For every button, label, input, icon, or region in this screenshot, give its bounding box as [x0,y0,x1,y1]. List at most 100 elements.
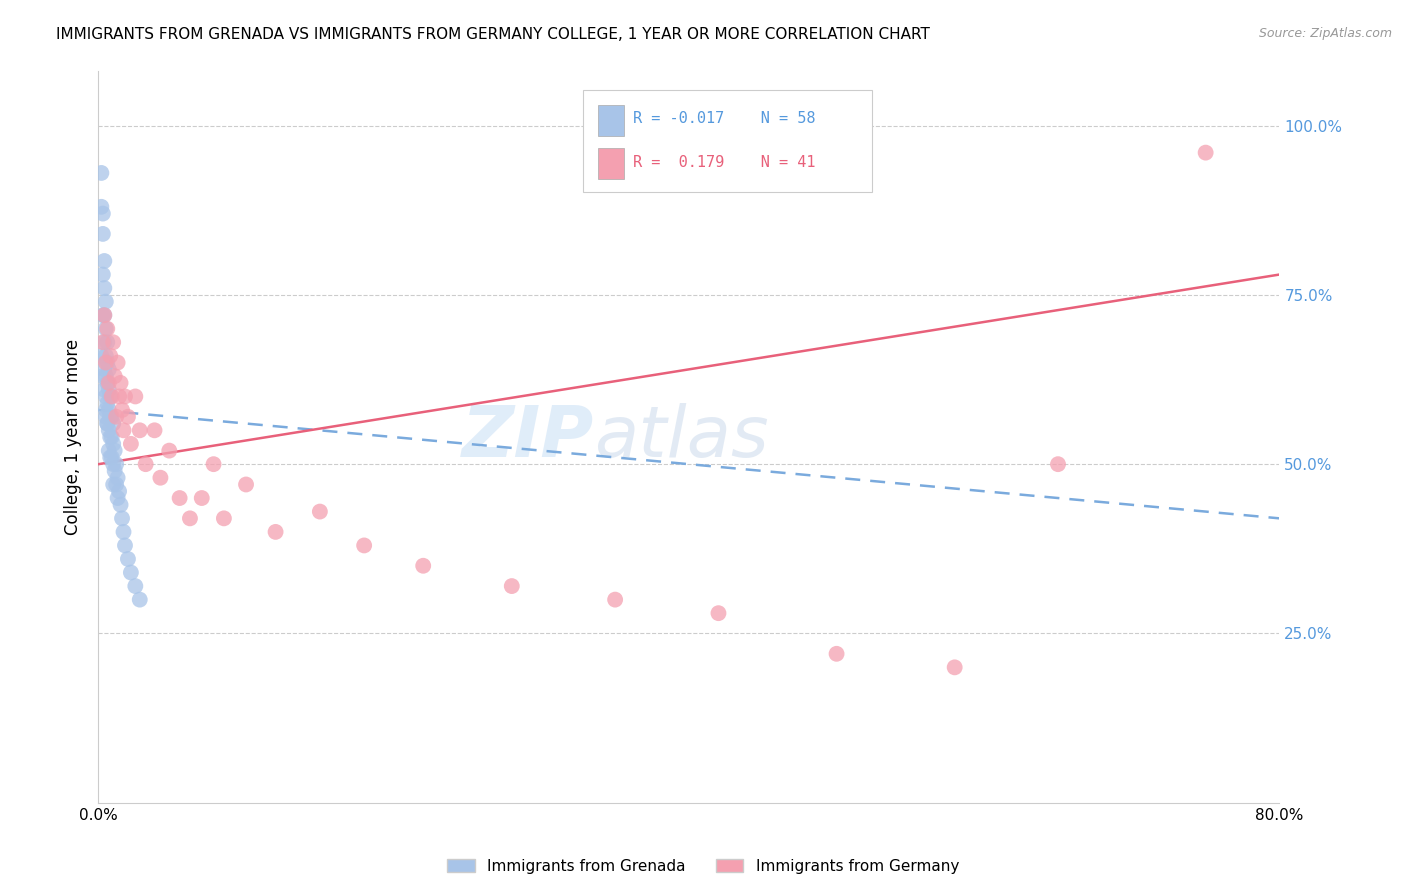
Text: R = -0.017    N = 58: R = -0.017 N = 58 [634,112,815,127]
Point [124,579,146,593]
Point [143,423,166,437]
Legend: Immigrants from Grenada, Immigrants from Germany: Immigrants from Grenada, Immigrants from… [441,853,965,880]
Point [90,349,112,363]
Point [104,464,127,478]
Point [103,335,125,350]
Point [93,254,115,268]
Point [91,206,114,220]
Point [114,389,136,403]
Y-axis label: College, 1 year or more: College, 1 year or more [65,339,83,535]
FancyBboxPatch shape [582,90,872,192]
Point [825,647,848,661]
Point [117,409,139,424]
Point [98,409,121,424]
Point [105,477,128,491]
Point [179,511,201,525]
Point [264,524,287,539]
Point [1046,457,1069,471]
Text: IMMIGRANTS FROM GRENADA VS IMMIGRANTS FROM GERMANY COLLEGE, 1 YEAR OR MORE CORRE: IMMIGRANTS FROM GRENADA VS IMMIGRANTS FR… [56,27,931,42]
Text: R =  0.179    N = 41: R = 0.179 N = 41 [634,155,815,170]
Point [128,423,150,437]
Point [90,166,112,180]
Point [111,403,134,417]
Point [120,566,142,580]
Point [97,376,120,390]
Point [97,423,120,437]
Point [94,369,117,384]
Point [90,200,112,214]
Point [157,443,180,458]
Point [96,396,118,410]
Point [104,443,127,458]
Point [605,592,627,607]
Point [110,376,132,390]
Point [104,369,127,384]
Point [128,592,150,607]
Point [94,409,117,424]
Point [135,457,157,471]
FancyBboxPatch shape [598,105,624,136]
Point [94,294,117,309]
Point [91,227,114,241]
Point [107,355,129,369]
Point [108,389,131,403]
Point [94,322,117,336]
Point [96,417,118,431]
Text: Source: ZipAtlas.com: Source: ZipAtlas.com [1258,27,1392,40]
Point [98,349,121,363]
Point [111,511,134,525]
Point [149,471,172,485]
Point [98,389,121,403]
Point [91,308,114,322]
Point [103,477,125,491]
Point [97,383,120,397]
Point [103,457,125,471]
Point [94,389,117,403]
Point [94,403,117,417]
Point [112,423,135,437]
Point [105,457,128,471]
Point [110,498,132,512]
Point [93,281,115,295]
Point [212,511,235,525]
Point [100,409,122,424]
Point [107,471,129,485]
Point [412,558,434,573]
Point [501,579,523,593]
Point [309,505,332,519]
Point [100,430,122,444]
Point [169,491,191,505]
Point [103,437,125,451]
Text: atlas: atlas [595,402,769,472]
Point [97,403,120,417]
Point [98,430,121,444]
Point [93,308,115,322]
FancyBboxPatch shape [598,148,624,179]
Text: ZIP: ZIP [463,402,595,472]
Point [96,322,118,336]
Point [707,606,730,620]
Point [120,437,142,451]
Point [100,389,122,403]
Point [91,335,114,350]
Point [117,552,139,566]
Point [91,268,114,282]
Point [202,457,225,471]
Point [107,491,129,505]
Point [114,538,136,552]
Point [98,450,121,465]
Point [97,443,120,458]
Point [96,376,118,390]
Point [108,484,131,499]
Point [124,389,146,403]
Point [94,349,117,363]
Point [93,308,115,322]
Point [353,538,375,552]
Point [93,383,115,397]
Point [96,335,118,350]
Point [1195,145,1218,160]
Point [235,477,257,491]
Point [96,355,118,369]
Point [103,417,125,431]
Point [105,409,128,424]
